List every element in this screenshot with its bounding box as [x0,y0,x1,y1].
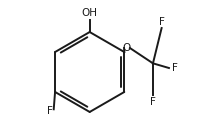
Text: F: F [159,17,165,27]
Text: F: F [172,63,178,73]
Text: F: F [150,97,156,107]
Text: OH: OH [82,8,98,18]
Text: O: O [123,43,131,53]
Text: F: F [48,106,53,116]
